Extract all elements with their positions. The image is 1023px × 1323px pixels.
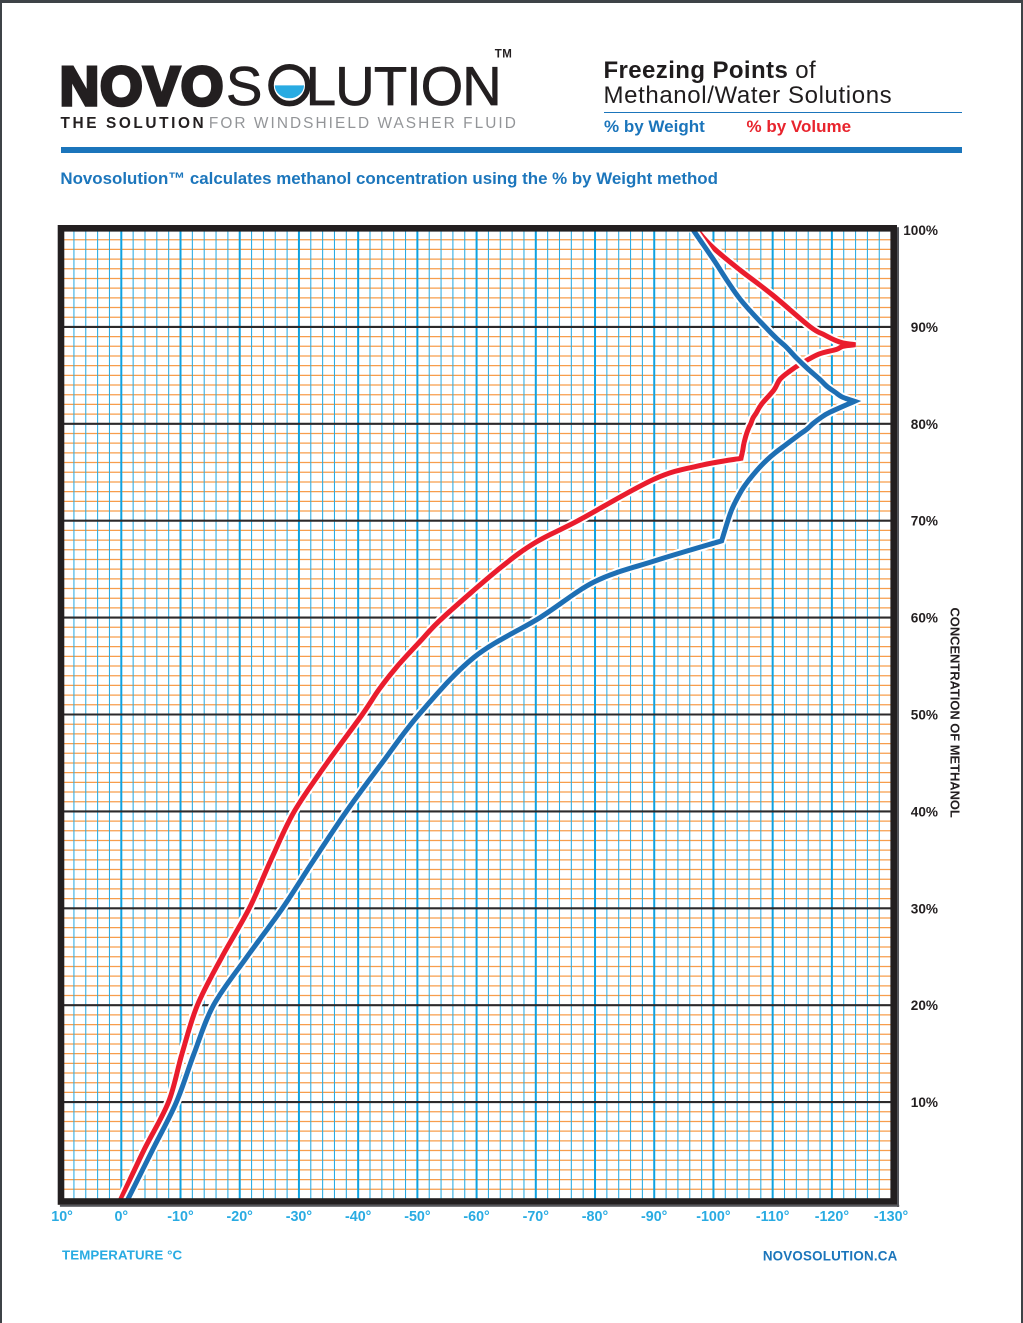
svg-text:CONCENTRATION OF METHANOL: CONCENTRATION OF METHANOL <box>948 608 963 818</box>
svg-text:NOVOSOLUTION.CA: NOVOSOLUTION.CA <box>763 1249 898 1264</box>
svg-text:60%: 60% <box>911 611 938 626</box>
svg-text:90%: 90% <box>911 320 938 335</box>
svg-text:-20°: -20° <box>227 1209 254 1225</box>
svg-text:S: S <box>226 56 262 117</box>
svg-text:-80°: -80° <box>582 1209 609 1225</box>
svg-text:-10°: -10° <box>167 1209 194 1225</box>
svg-text:10°: 10° <box>51 1209 73 1225</box>
svg-text:LUTION: LUTION <box>306 56 501 117</box>
svg-text:100%: 100% <box>903 223 938 238</box>
svg-text:-30°: -30° <box>286 1209 313 1225</box>
svg-text:TEMPERATURE °C: TEMPERATURE °C <box>62 1248 183 1263</box>
svg-text:TM: TM <box>495 48 512 60</box>
svg-text:-40°: -40° <box>345 1209 372 1225</box>
svg-text:-50°: -50° <box>404 1209 431 1225</box>
svg-text:NOVO: NOVO <box>60 56 225 117</box>
svg-text:20%: 20% <box>911 998 938 1013</box>
svg-text:-70°: -70° <box>523 1209 550 1225</box>
svg-text:30%: 30% <box>911 901 938 916</box>
svg-text:-60°: -60° <box>463 1209 490 1225</box>
svg-text:80%: 80% <box>911 417 938 432</box>
svg-text:-100°: -100° <box>696 1209 731 1225</box>
svg-text:70%: 70% <box>911 514 938 529</box>
svg-text:-110°: -110° <box>756 1209 790 1225</box>
svg-text:0°: 0° <box>114 1209 128 1225</box>
svg-text:-90°: -90° <box>641 1209 668 1225</box>
svg-text:10%: 10% <box>911 1095 938 1110</box>
svg-text:40%: 40% <box>911 804 938 819</box>
svg-text:50%: 50% <box>911 708 938 723</box>
svg-text:-130°: -130° <box>874 1209 909 1225</box>
svg-text:-120°: -120° <box>815 1209 850 1225</box>
